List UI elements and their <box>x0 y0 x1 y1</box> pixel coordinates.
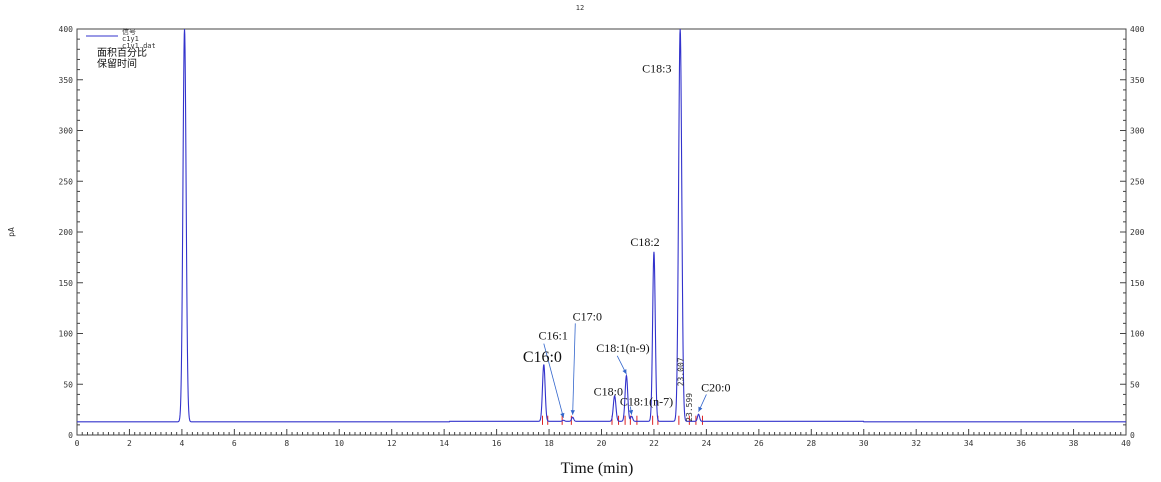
x-tick-label: 28 <box>806 439 816 448</box>
annotation-leader <box>572 323 576 415</box>
x-axis-label: Time (min) <box>561 460 634 477</box>
x-tick-label: 22 <box>649 439 659 448</box>
peak-label: C16:0 <box>523 349 562 366</box>
y-tick-label-right: 50 <box>1130 380 1140 389</box>
retention-time-label: 23.007 <box>676 357 685 386</box>
annotation-arrowhead <box>560 412 565 418</box>
x-tick-label: 6 <box>232 439 237 448</box>
series-line <box>77 28 1126 423</box>
annotation-leader <box>543 343 564 418</box>
y-tick-label-left: 150 <box>59 279 74 288</box>
legend-area-percent: 面积百分比 <box>97 47 147 59</box>
peak-label: C18:3 <box>642 62 671 76</box>
y-tick-label-right: 150 <box>1130 279 1145 288</box>
peak-label: C20:0 <box>701 380 730 394</box>
peak-label: C18:2 <box>630 235 659 249</box>
x-tick-label: 12 <box>387 439 397 448</box>
x-tick-label: 10 <box>334 439 344 448</box>
x-tick-label: 36 <box>1016 439 1026 448</box>
y-tick-label-left: 200 <box>59 228 74 237</box>
x-tick-label: 26 <box>754 439 764 448</box>
y-tick-label-right: 100 <box>1130 330 1145 339</box>
y-tick-label-right: 250 <box>1130 177 1145 186</box>
signal-trace <box>77 28 1126 423</box>
peak-label: C18:1(n-7) <box>620 395 673 409</box>
x-tick-label: 0 <box>75 439 80 448</box>
chart-title: 12 <box>576 4 584 12</box>
y-tick-label-right: 300 <box>1130 127 1145 136</box>
x-tick-label: 40 <box>1121 439 1131 448</box>
axes: 0 2 4 6 8 10 12 14 16 18 20 22 24 26 28 30 32 34 36 38 400 05… <box>59 25 1145 448</box>
y-tick-label-left: 0 <box>68 431 73 440</box>
y-tick-label-right: 350 <box>1130 76 1145 85</box>
legend-retention-time: 保留时间 <box>97 57 137 70</box>
x-tick-label: 24 <box>702 439 712 448</box>
legend-line-1: 信号 <box>122 27 136 36</box>
y-axis-label: pA <box>7 227 16 237</box>
peak-label: C17:0 <box>573 309 602 323</box>
peak-annotations: C16:0 C16:1 C17:0 C18:1(n-9) C18:0C18:1(n-7)… <box>523 62 731 422</box>
x-tick-label: 16 <box>492 439 502 448</box>
x-tick-label: 34 <box>964 439 974 448</box>
legend-line-3: c1y1.dat <box>122 42 156 50</box>
y-tick-label-left: 400 <box>59 25 74 34</box>
x-tick-label: 32 <box>911 439 921 448</box>
x-tick-label: 20 <box>597 439 607 448</box>
y-tick-label-left: 100 <box>59 330 74 339</box>
legend: 信号 c1y1 c1y1.dat 面积百分比 保留时间 <box>86 27 156 70</box>
peak-label: C18:0 <box>594 384 623 398</box>
legend-line-2: c1y1 <box>122 35 139 43</box>
x-tick-label: 8 <box>284 439 289 448</box>
annotation-arrowhead <box>698 406 703 412</box>
x-tick-label: 14 <box>439 439 449 448</box>
peak-label: C18:1(n-9) <box>596 341 649 355</box>
plot-frame <box>76 28 1127 436</box>
y-tick-label-left: 250 <box>59 177 74 186</box>
annotation-arrowhead <box>622 369 627 375</box>
annotation-arrowhead <box>570 410 575 415</box>
x-tick-label: 30 <box>859 439 869 448</box>
y-tick-label-left: 350 <box>59 76 74 85</box>
y-tick-label-left: 300 <box>59 127 74 136</box>
y-tick-label-right: 200 <box>1130 228 1145 237</box>
x-tick-label: 4 <box>179 439 184 448</box>
x-tick-label: 2 <box>127 439 132 448</box>
y-tick-label-right: 400 <box>1130 25 1145 34</box>
retention-time-label: 23.599 <box>685 393 694 422</box>
annotation-arrowhead <box>628 409 634 415</box>
y-tick-label-left: 50 <box>63 380 73 389</box>
y-tick-label-right: 0 <box>1130 431 1135 440</box>
x-tick-label: 18 <box>544 439 554 448</box>
x-tick-label: 38 <box>1069 439 1079 448</box>
peak-label: C16:1 <box>539 329 568 343</box>
